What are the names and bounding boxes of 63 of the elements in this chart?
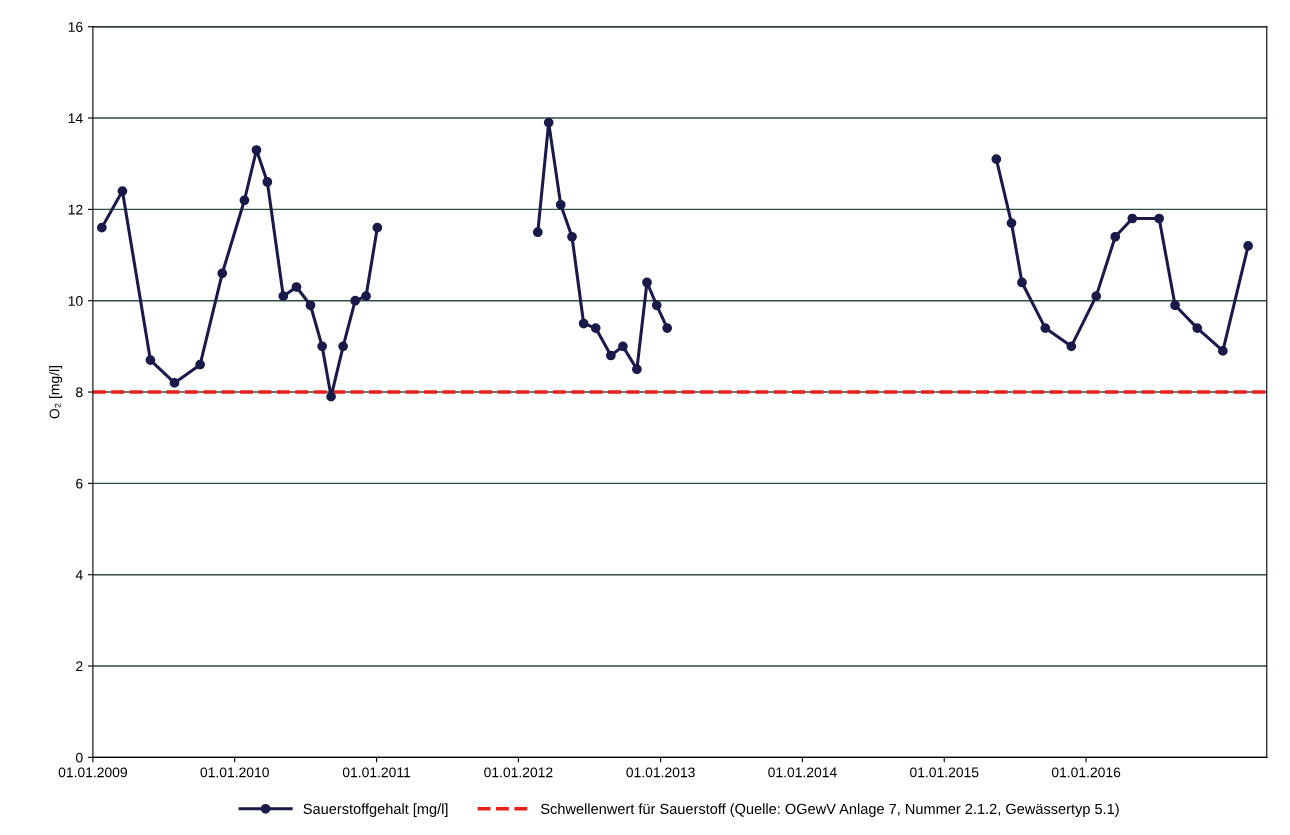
point	[590, 323, 601, 333]
y-tick-label: 4	[75, 570, 83, 580]
point	[1017, 277, 1027, 288]
point	[578, 318, 589, 329]
x-tick-label: 01.01.2011	[342, 767, 411, 778]
point	[262, 177, 273, 187]
x-tick-label: 01.01.2013	[626, 767, 695, 778]
point	[555, 199, 566, 210]
point	[361, 291, 371, 301]
y-tick-label: 10	[68, 296, 83, 306]
x-tick-label: 01.01.2015	[910, 767, 979, 778]
y-tick-label: 2	[76, 661, 83, 672]
point	[338, 341, 348, 352]
point	[991, 154, 1002, 165]
x-tick-label: 01.01.2016	[1051, 767, 1121, 778]
point	[532, 227, 543, 238]
y-tick-label: 6	[76, 478, 83, 489]
point	[317, 341, 328, 352]
legend-label: Schwellenwert für Sauerstoff (Quelle: OGewV Anlage 7, Nummer 2.1.2, Gewässertyp 5.1)	[540, 803, 1119, 817]
y-tick-label: 12	[68, 204, 83, 215]
point	[1192, 323, 1203, 333]
point	[662, 323, 673, 333]
y-tick-label: 14	[68, 113, 83, 124]
point	[117, 186, 128, 196]
point	[1127, 213, 1138, 224]
y-tick-label: 0	[75, 752, 83, 763]
point	[618, 341, 628, 352]
legend-label: Sauerstoffgehalt [mg/l]	[303, 803, 448, 817]
point	[350, 295, 361, 306]
y-tick-label: 8	[76, 387, 83, 398]
x-tick-label: 01.01.2010	[200, 767, 269, 778]
point	[372, 222, 383, 233]
point	[305, 300, 316, 311]
point	[632, 364, 642, 375]
point	[1066, 341, 1077, 352]
point	[195, 359, 205, 370]
point	[1218, 346, 1228, 356]
x-tick-label: 01.01.2009	[58, 767, 127, 778]
point	[1006, 218, 1017, 228]
point	[96, 222, 107, 233]
point	[251, 145, 262, 155]
x-tick-label: 01.01.2012	[484, 767, 553, 778]
point	[217, 268, 228, 279]
point	[1170, 300, 1180, 311]
point	[1091, 291, 1102, 301]
point	[567, 231, 577, 242]
point	[1040, 323, 1051, 333]
y-tick-label: 16	[68, 22, 83, 32]
point	[1243, 241, 1253, 251]
point	[651, 300, 662, 311]
point	[1110, 231, 1121, 242]
point	[605, 350, 616, 361]
point	[291, 282, 302, 292]
point	[278, 291, 289, 301]
point	[169, 378, 180, 388]
point	[543, 117, 554, 128]
point	[1154, 213, 1165, 224]
x-tick-label: 01.01.2014	[768, 767, 837, 778]
point	[145, 355, 156, 365]
point	[642, 277, 652, 288]
point	[326, 391, 336, 402]
y-axis-title: O₂ [mg/l]	[49, 366, 63, 419]
point	[239, 195, 250, 206]
